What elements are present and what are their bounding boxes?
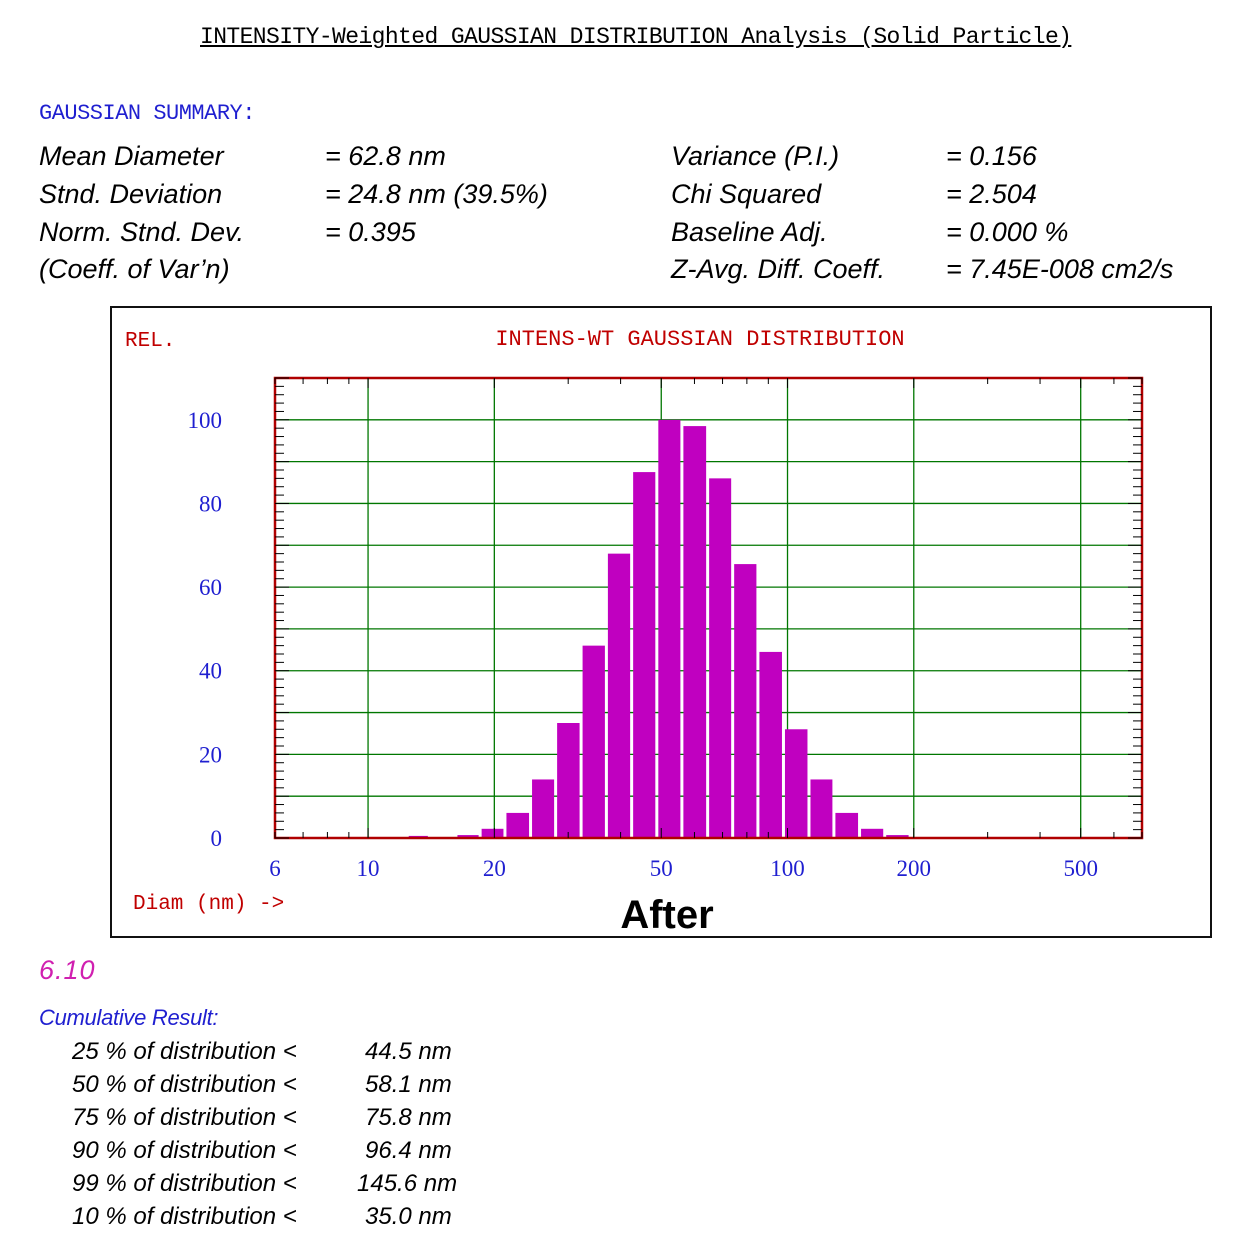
summary-label-baseline-adj: Baseline Adj. — [671, 217, 828, 247]
summary-value-mean-diameter: = 62.8 nm — [325, 141, 446, 171]
chart-title: INTENS-WT GAUSSIAN DISTRIBUTION — [495, 327, 904, 352]
section-number: 6.10 — [39, 955, 96, 985]
page-title: INTENSITY-Weighted GAUSSIAN DISTRIBUTION… — [200, 24, 1072, 50]
cumulative-label: 25 % of distribution < — [72, 1038, 297, 1065]
chart-bars — [408, 419, 909, 838]
chart-grid — [275, 378, 1142, 838]
summary-value-z-avg-diff-coeff: = 7.45E-008 cm2/s — [946, 254, 1174, 284]
x-axis-label: Diam (nm) -> — [133, 893, 284, 916]
cumulative-value: 145.6 nm — [357, 1170, 458, 1197]
bar — [810, 779, 833, 838]
bar — [709, 478, 732, 838]
distribution-chart: 0 20 40 60 80 100 6 10 20 50 100 200 500 INTENS-WT G… — [125, 327, 1144, 936]
y-tick-label: 40 — [199, 659, 222, 684]
summary-value-chi-squared: = 2.504 — [946, 179, 1037, 209]
summary-value-baseline-adj: = 0.000 % — [946, 217, 1069, 247]
summary-label-mean-diameter: Mean Diameter — [39, 141, 224, 171]
chart-frame: 0 20 40 60 80 100 6 10 20 50 100 200 500 INTENS-WT G… — [110, 306, 1212, 938]
bar — [633, 472, 656, 838]
chart-caption: After — [620, 893, 713, 936]
y-tick-label: 20 — [199, 742, 222, 767]
summary-label-std-deviation: Stnd. Deviation — [39, 179, 223, 209]
bar — [557, 723, 580, 838]
cumulative-heading: Cumulative Result: — [39, 1005, 219, 1030]
summary-label-coeff-var: (Coeff. of Var’n) — [39, 254, 230, 284]
cumulative-value: 44.5 nm — [365, 1038, 452, 1065]
y-tick-label: 100 — [188, 408, 223, 433]
bar — [582, 645, 605, 838]
bar — [734, 564, 757, 838]
x-tick-label: 50 — [650, 856, 673, 881]
x-tick-label: 10 — [357, 856, 380, 881]
bar — [886, 835, 909, 838]
cumulative-value: 96.4 nm — [365, 1137, 452, 1164]
bar — [481, 828, 504, 838]
cumulative-label: 90 % of distribution < — [72, 1137, 297, 1164]
y-axis-label: REL. — [125, 330, 175, 353]
summary-value-norm-std-dev: = 0.395 — [325, 217, 416, 247]
cumulative-value: 35.0 nm — [365, 1203, 452, 1230]
bar — [607, 553, 631, 838]
x-tick-label: 20 — [483, 856, 506, 881]
bar — [861, 828, 884, 838]
cumulative-label: 99 % of distribution < — [72, 1170, 297, 1197]
bar — [506, 812, 530, 838]
bar — [658, 419, 681, 838]
x-tick-label: 500 — [1063, 856, 1098, 881]
summary-value-variance: = 0.156 — [946, 141, 1037, 171]
summary-label-chi-squared: Chi Squared — [671, 179, 822, 209]
summary-label-norm-std-dev: Norm. Stnd. Dev. — [39, 217, 245, 247]
chart-ticks: 0 20 40 60 80 100 6 10 20 50 100 200 500 — [188, 377, 1143, 881]
y-tick-label: 0 — [211, 826, 223, 851]
bar — [683, 426, 707, 838]
x-tick-label: 200 — [897, 856, 932, 881]
y-tick-label: 80 — [199, 491, 222, 516]
summary-label-variance: Variance (P.I.) — [671, 141, 840, 171]
cumulative-label: 75 % of distribution < — [72, 1104, 297, 1131]
plot-frame — [273, 376, 1144, 840]
y-tick-label: 60 — [199, 575, 222, 600]
summary-value-std-deviation: = 24.8 nm (39.5%) — [325, 179, 548, 209]
cumulative-value: 75.8 nm — [365, 1104, 452, 1131]
cumulative-value: 58.1 nm — [365, 1071, 452, 1098]
bar — [457, 835, 479, 838]
summary-heading: GAUSSIAN SUMMARY: — [39, 101, 255, 126]
cumulative-label: 10 % of distribution < — [72, 1203, 297, 1230]
plot-border — [273, 376, 1144, 840]
x-tick-label: 6 — [269, 856, 281, 881]
x-tick-label: 100 — [770, 856, 805, 881]
summary-label-z-avg-diff-coeff: Z-Avg. Diff. Coeff. — [671, 254, 886, 284]
bar — [759, 651, 782, 838]
bar — [784, 729, 808, 838]
bar — [532, 779, 555, 838]
bar — [835, 812, 859, 838]
cumulative-label: 50 % of distribution < — [72, 1071, 297, 1098]
